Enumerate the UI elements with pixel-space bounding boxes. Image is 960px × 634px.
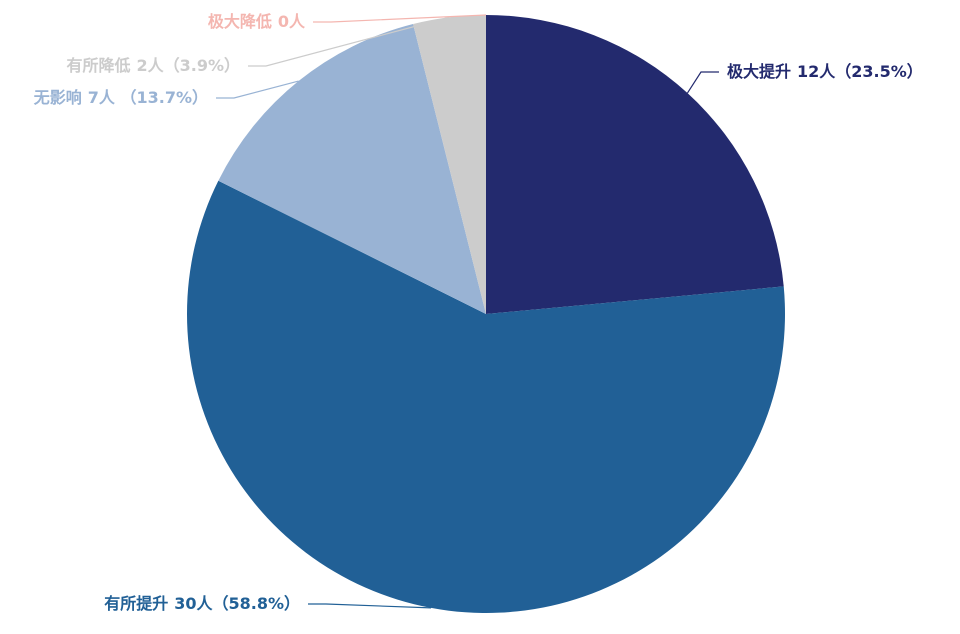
pie-slice xyxy=(486,15,784,314)
pie-slice xyxy=(413,15,486,314)
data-label: 无影响 7人 （13.7%） xyxy=(33,88,208,107)
value-label: 2人（3.9%） xyxy=(136,56,240,75)
leader-line xyxy=(216,80,299,99)
pie-slice xyxy=(218,24,486,315)
data-label: 极大降低 0人 xyxy=(208,12,306,31)
value-label: 0人 xyxy=(278,12,306,31)
category-label: 有所降低 xyxy=(66,56,130,75)
leader-line xyxy=(313,14,487,23)
pie-slice xyxy=(186,180,786,613)
value-label: 7人 （13.7%） xyxy=(88,88,208,107)
value-label: 30人（58.8%） xyxy=(174,594,300,613)
category-label: 无影响 xyxy=(33,88,82,107)
category-label: 极大提升 xyxy=(727,62,791,81)
leader-line xyxy=(248,16,450,67)
leader-line xyxy=(686,71,719,94)
category-label: 有所提升 xyxy=(104,594,168,613)
leader-line xyxy=(308,603,432,609)
value-label: 12人（23.5%） xyxy=(797,62,923,81)
data-label: 极大提升 12人（23.5%） xyxy=(727,62,923,81)
category-label: 极大降低 xyxy=(208,12,272,31)
data-label: 有所降低 2人（3.9%） xyxy=(66,56,240,75)
data-label: 有所提升 30人（58.8%） xyxy=(104,594,300,613)
